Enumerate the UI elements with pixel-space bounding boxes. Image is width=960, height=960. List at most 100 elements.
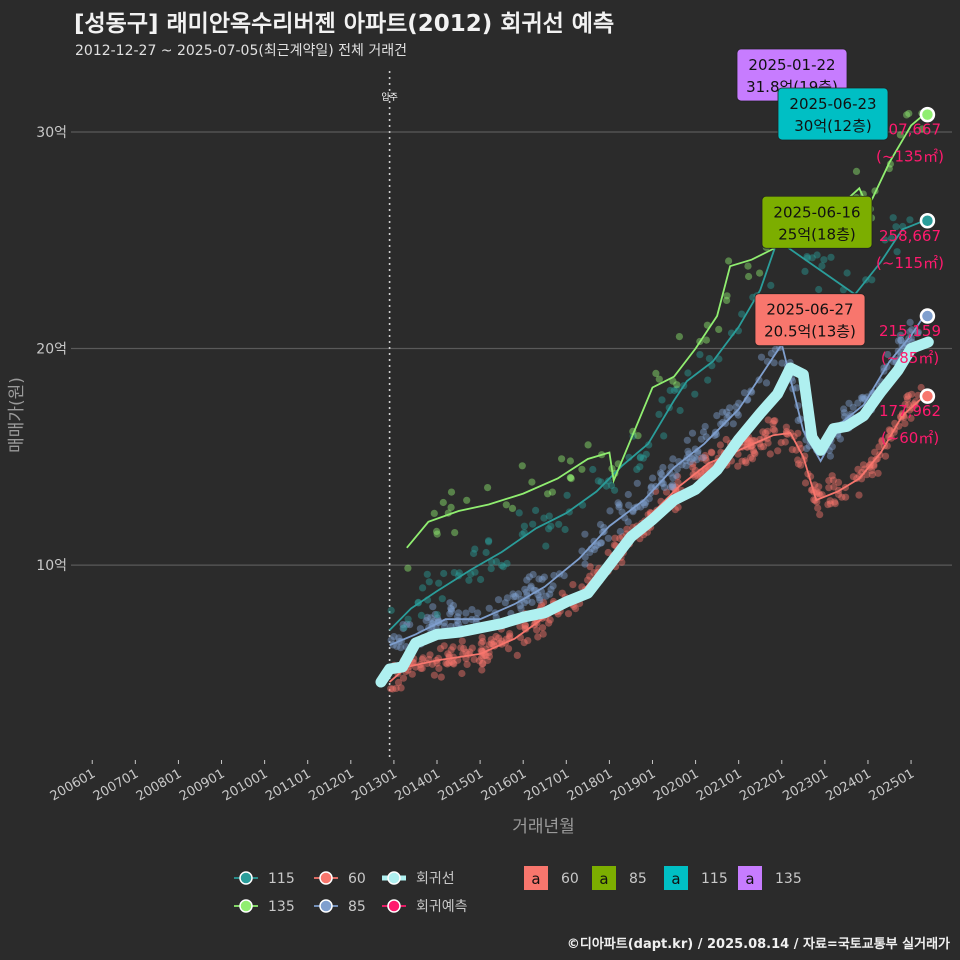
- legend-box-glyph-60: a: [531, 870, 540, 888]
- data-point-60: [748, 455, 757, 463]
- data-point-60: [534, 633, 542, 641]
- data-point-85: [723, 408, 731, 416]
- data-point-60: [533, 626, 541, 634]
- data-point-115: [455, 569, 463, 577]
- data-point-60: [418, 655, 426, 664]
- data-point-115: [563, 491, 571, 499]
- data-point-115: [655, 410, 663, 418]
- data-point-60: [742, 459, 750, 467]
- data-point-85: [690, 454, 699, 462]
- data-point-115: [660, 432, 668, 440]
- data-point-135: [463, 496, 471, 504]
- label-date-115: 2025-06-23: [789, 95, 876, 113]
- data-point-85: [762, 379, 771, 387]
- data-point-60: [855, 491, 863, 499]
- y-tick-label: 20억: [36, 342, 67, 358]
- legend-key-dot-forecast: [387, 899, 401, 913]
- data-point-115: [545, 525, 553, 533]
- data-point-85: [390, 633, 398, 641]
- data-point-60: [564, 610, 573, 618]
- data-point-135: [558, 455, 566, 463]
- data-point-60: [759, 443, 768, 451]
- data-point-60: [623, 525, 631, 533]
- data-point-60: [440, 642, 448, 650]
- data-point-115: [906, 216, 914, 224]
- data-point-85: [447, 605, 455, 613]
- data-point-135: [896, 131, 905, 139]
- data-point-135: [430, 509, 438, 517]
- data-point-135: [544, 490, 552, 498]
- data-point-115: [642, 450, 650, 458]
- forecast-area-135: (~135㎡): [876, 148, 944, 166]
- data-point-115: [645, 441, 653, 449]
- data-point-115: [540, 514, 548, 522]
- data-point-115: [529, 520, 537, 528]
- data-point-60: [782, 423, 791, 431]
- forecast-area-60: (~60㎡): [881, 429, 939, 447]
- data-point-85: [454, 620, 462, 628]
- x-tick-label: 201501: [436, 766, 486, 804]
- data-point-60: [811, 496, 819, 504]
- data-point-115: [881, 236, 889, 244]
- forecast-value-85: 215,159: [879, 322, 941, 340]
- label-text-115: 30억(12층): [794, 117, 871, 135]
- data-point-135: [433, 530, 441, 538]
- data-point-85: [581, 560, 589, 568]
- data-point-60: [419, 654, 427, 662]
- data-point-85: [523, 576, 531, 584]
- data-point-85: [633, 479, 641, 487]
- legend-box-label-135: 135: [775, 871, 802, 887]
- x-tick-label: 200701: [91, 766, 141, 804]
- data-point-85: [711, 431, 719, 440]
- data-point-85: [581, 530, 589, 538]
- data-point-115: [542, 542, 550, 550]
- data-point-85: [614, 499, 622, 507]
- data-point-60: [447, 646, 455, 654]
- data-point-115: [704, 376, 712, 384]
- data-point-60: [435, 664, 443, 673]
- data-point-85: [637, 503, 645, 511]
- data-point-60: [770, 417, 778, 425]
- data-point-85: [597, 539, 606, 547]
- forecast-area-115: (~115㎡): [876, 254, 944, 272]
- data-point-135: [566, 457, 575, 465]
- data-point-60: [394, 678, 403, 687]
- data-point-135: [903, 111, 911, 119]
- legend-key-dot-115: [239, 871, 253, 885]
- data-point-135: [715, 325, 723, 333]
- data-point-60: [824, 501, 832, 509]
- data-point-60: [488, 640, 496, 648]
- data-point-60: [399, 674, 408, 682]
- data-point-115: [803, 253, 811, 261]
- data-point-85: [616, 527, 624, 536]
- data-point-115: [561, 525, 569, 534]
- data-point-60: [457, 644, 465, 652]
- data-point-85: [529, 570, 537, 579]
- data-point-85: [468, 606, 476, 614]
- data-point-60: [797, 461, 805, 469]
- data-point-115: [485, 537, 493, 545]
- data-point-135: [567, 473, 575, 482]
- data-point-85: [914, 328, 923, 336]
- data-point-60: [516, 622, 524, 630]
- forecast-marker-85: [919, 308, 936, 324]
- data-point-85: [592, 542, 600, 550]
- data-point-60: [477, 639, 485, 648]
- data-point-85: [590, 546, 599, 554]
- data-point-60: [569, 581, 577, 589]
- grid-layer: 입주: [71, 71, 952, 760]
- data-point-135: [725, 257, 733, 265]
- data-point-115: [676, 406, 684, 415]
- x-axis-title: 거래년월: [512, 817, 575, 837]
- data-point-85: [913, 329, 922, 337]
- data-point-60: [618, 558, 626, 566]
- data-point-60: [738, 457, 746, 465]
- data-point-85: [718, 408, 727, 416]
- data-point-60: [482, 651, 490, 660]
- data-point-85: [449, 601, 458, 610]
- legend-key-dot-85: [319, 899, 333, 913]
- x-tick-label: 200601: [48, 766, 98, 804]
- data-point-60: [689, 460, 697, 468]
- data-point-115: [482, 548, 490, 557]
- data-point-115: [419, 584, 427, 592]
